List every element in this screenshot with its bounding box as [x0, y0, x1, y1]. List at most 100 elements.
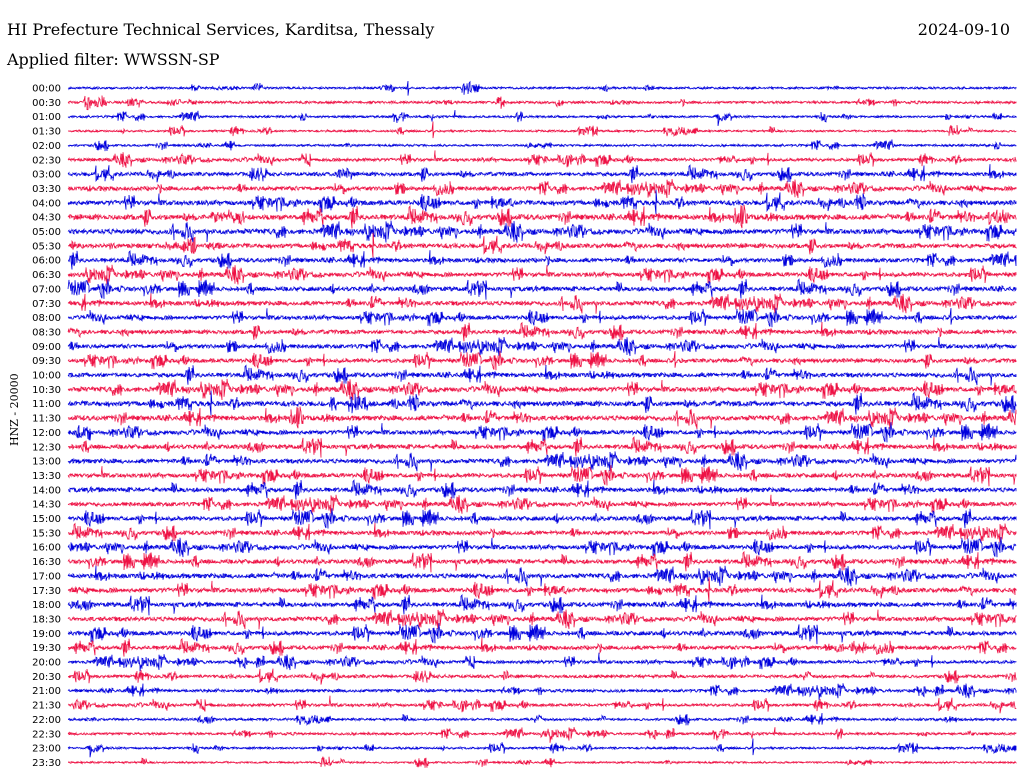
time-tick-label: 01:30 — [32, 127, 61, 138]
trace-line — [67, 121, 1017, 139]
trace-line — [67, 508, 1017, 530]
trace-line — [67, 150, 1017, 168]
trace-line — [67, 350, 1017, 371]
trace-line — [68, 522, 1017, 543]
time-tick-labels: 00:00 00:30 01:00 01:30 02:00 02:30 03:00 03:30… — [32, 84, 61, 769]
time-tick-label: 21:30 — [32, 701, 61, 712]
trace-line — [67, 80, 1017, 96]
trace-line — [67, 577, 1017, 602]
time-tick-label: 20:30 — [32, 672, 61, 683]
time-tick-label: 16:30 — [32, 557, 61, 568]
time-tick-label: 22:00 — [32, 715, 61, 726]
time-tick-label: 12:00 — [32, 428, 61, 439]
trace-line — [67, 95, 1017, 111]
date-label: 2024-09-10 — [917, 20, 1010, 39]
time-tick-label: 23:00 — [32, 744, 61, 755]
trace-line — [68, 436, 1017, 458]
time-tick-label: 08:30 — [32, 327, 61, 338]
time-tick-label: 09:30 — [32, 356, 61, 367]
trace-line — [67, 422, 1017, 443]
trace-line — [67, 307, 1017, 328]
time-tick-label: 14:30 — [32, 500, 61, 511]
time-tick-label: 07:30 — [32, 299, 61, 310]
time-tick-label: 18:00 — [32, 600, 61, 611]
trace-line — [67, 652, 1017, 672]
time-tick-label: 17:00 — [32, 571, 61, 582]
trace-line — [67, 278, 1017, 300]
time-tick-label: 06:30 — [32, 270, 61, 281]
time-tick-label: 07:00 — [32, 284, 61, 295]
time-tick-label: 19:00 — [32, 629, 61, 640]
trace-line — [67, 110, 1017, 126]
time-tick-label: 13:00 — [32, 457, 61, 468]
trace-line — [67, 536, 1017, 558]
trace-line — [67, 390, 1017, 416]
trace-line — [67, 204, 1017, 229]
trace-line — [67, 250, 1017, 270]
trace-line — [67, 179, 1017, 199]
time-tick-label: 22:30 — [32, 729, 61, 740]
time-tick-label: 06:00 — [32, 256, 61, 267]
time-tick-label: 20:00 — [32, 658, 61, 669]
trace-line — [67, 756, 1017, 768]
trace-line — [67, 451, 1017, 472]
time-tick-label: 19:30 — [32, 643, 61, 654]
trace-line — [68, 668, 1017, 685]
time-tick-label: 13:30 — [32, 471, 61, 482]
time-tick-label: 02:30 — [32, 155, 61, 166]
trace-line — [67, 139, 1017, 152]
time-tick-label: 04:00 — [32, 198, 61, 209]
trace-line — [67, 683, 1017, 700]
trace-line — [67, 695, 1017, 714]
time-tick-label: 08:00 — [32, 313, 61, 324]
trace-line — [67, 727, 1017, 743]
trace-line — [67, 465, 1017, 487]
time-tick-label: 11:00 — [32, 399, 61, 410]
time-tick-label: 17:30 — [32, 586, 61, 597]
station-title: HI Prefecture Technical Services, Kardit… — [7, 20, 435, 39]
trace-line — [67, 623, 1017, 645]
trace-line — [67, 593, 1017, 616]
trace-line — [67, 712, 1017, 726]
time-tick-label: 03:30 — [32, 184, 61, 195]
time-tick-label: 12:30 — [32, 442, 61, 453]
time-tick-label: 03:00 — [32, 170, 61, 181]
time-tick-label: 16:00 — [32, 543, 61, 554]
trace-line — [67, 406, 1017, 430]
trace-line — [67, 378, 1017, 401]
trace-line — [67, 550, 1017, 573]
time-tick-label: 14:00 — [32, 485, 61, 496]
time-tick-label: 15:30 — [32, 528, 61, 539]
trace-line — [67, 479, 1017, 500]
trace-line — [67, 565, 1017, 587]
filter-label: Applied filter: WWSSN-SP — [7, 50, 220, 69]
trace-line — [67, 364, 1017, 386]
trace-line — [67, 738, 1017, 758]
time-tick-label: 09:00 — [32, 342, 61, 353]
time-tick-label: 23:30 — [32, 758, 61, 769]
time-tick-label: 00:30 — [32, 98, 61, 109]
time-tick-label: 01:00 — [32, 112, 61, 123]
trace-line — [68, 232, 1017, 258]
time-tick-label: 05:00 — [32, 227, 61, 238]
time-tick-label: 02:00 — [32, 141, 61, 152]
time-tick-label: 10:00 — [32, 371, 61, 382]
time-tick-label: 10:30 — [32, 385, 61, 396]
time-tick-label: 00:00 — [32, 84, 61, 95]
time-tick-label: 18:30 — [32, 614, 61, 625]
time-tick-label: 11:30 — [32, 414, 61, 425]
trace-line — [67, 264, 1017, 285]
trace-line — [67, 321, 1017, 342]
trace-line — [67, 189, 1017, 215]
trace-line — [67, 220, 1017, 243]
trace-line — [67, 609, 1017, 630]
seismic-traces — [67, 80, 1017, 768]
trace-line — [67, 494, 1017, 514]
trace-line — [67, 637, 1017, 657]
trace-line — [67, 293, 1017, 314]
time-tick-label: 21:00 — [32, 686, 61, 697]
trace-line — [67, 336, 1017, 356]
time-tick-label: 05:30 — [32, 241, 61, 252]
trace-line — [67, 164, 1017, 184]
time-tick-label: 15:00 — [32, 514, 61, 525]
